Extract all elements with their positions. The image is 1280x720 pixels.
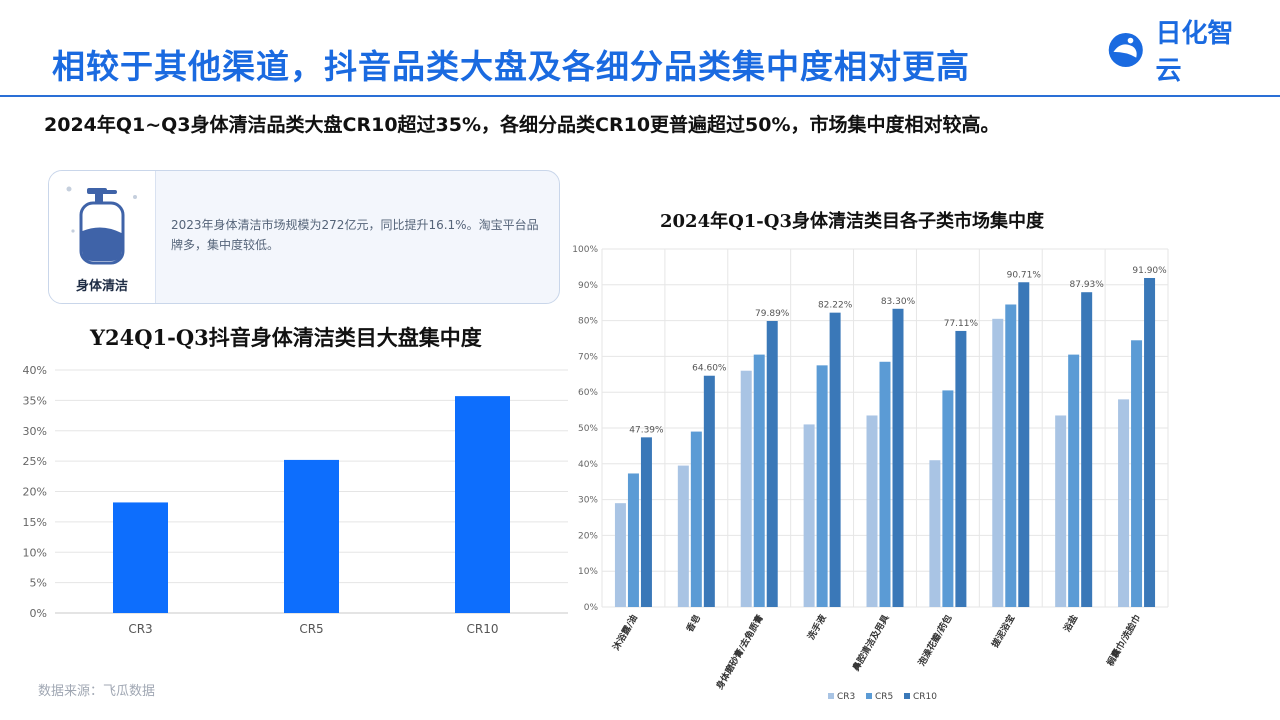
data-label: 47.39% bbox=[629, 425, 664, 435]
right-grouped-bar-chart: 0% 10% 20% 30% 40% 50% 60% 70% 80% 90% 100% 47.39% 沐… bbox=[572, 245, 1169, 702]
bar-cr3 bbox=[677, 465, 689, 607]
bar-cr10 bbox=[640, 437, 652, 607]
bar-cr10 bbox=[455, 396, 510, 613]
page-subtitle: 2024年Q1~Q3身体清洁品类大盘CR10超过35%，各细分品类CR10更普遍… bbox=[44, 114, 1000, 136]
y-tick-label: 30% bbox=[23, 425, 47, 438]
bar-cr10 bbox=[766, 320, 778, 607]
y-tick-label: 90% bbox=[578, 281, 598, 291]
card-icon-panel: 身体清洁 bbox=[49, 171, 156, 303]
bar-cr10 bbox=[1018, 282, 1030, 607]
data-label: 64.60% bbox=[692, 364, 727, 374]
bar-cr3 bbox=[614, 503, 626, 607]
bar-cr10 bbox=[1144, 277, 1156, 607]
data-label: 87.93% bbox=[1070, 280, 1105, 290]
x-tick-label: CR3 bbox=[128, 622, 152, 636]
y-tick-label: 70% bbox=[578, 352, 598, 362]
y-tick-label: 30% bbox=[578, 496, 598, 506]
legend-label-cr3: CR3 bbox=[837, 692, 855, 702]
bar-cr3 bbox=[866, 415, 878, 607]
bar-cr10 bbox=[829, 312, 841, 607]
right-chart-title: 2024年Q1-Q3身体清洁类目各子类市场集中度 bbox=[660, 211, 1044, 232]
x-tick-label: 洗手液 bbox=[805, 612, 829, 642]
bar-cr3 bbox=[113, 502, 168, 613]
y-tick-label: 0% bbox=[584, 603, 599, 613]
left-chart-title: Y24Q1-Q3抖音身体清洁类目大盘集中度 bbox=[90, 325, 482, 350]
y-tick-label: 10% bbox=[23, 546, 47, 559]
x-tick-label: 身体磨砂膏/去角质膏 bbox=[713, 613, 766, 692]
y-tick-label: 40% bbox=[23, 364, 47, 377]
y-tick-label: 40% bbox=[578, 460, 598, 470]
bar-cr3 bbox=[803, 424, 815, 607]
x-tick-label: CR5 bbox=[299, 622, 323, 636]
card-label: 身体清洁 bbox=[75, 279, 128, 294]
legend-swatch-cr3 bbox=[828, 693, 834, 699]
bar-cr5 bbox=[942, 390, 954, 607]
brand-logo-icon bbox=[1108, 32, 1143, 68]
data-label: 83.30% bbox=[881, 297, 916, 307]
x-tick-label: 榈囊巾/洗脸巾 bbox=[1104, 613, 1143, 669]
x-tick-label: 沐浴露/油 bbox=[610, 613, 640, 653]
brand-logo: 日化智云 bbox=[1104, 19, 1254, 86]
left-bar-chart: 0% 5% 10% 15% 20% 25% 30% 35% 40% CR3 CR5 CR10 bbox=[23, 364, 568, 636]
bar-cr3 bbox=[992, 318, 1004, 607]
y-tick-label: 50% bbox=[578, 424, 598, 434]
legend-label-cr10: CR10 bbox=[913, 692, 937, 702]
x-tick-label: 鼻腔清洁及用具 bbox=[850, 613, 892, 674]
info-card: 身体清洁 2023年身体清洁市场规模为272亿元，同比提升16.1%。淘宝平台品… bbox=[48, 170, 560, 304]
bar-cr3 bbox=[740, 370, 752, 607]
y-tick-label: 60% bbox=[578, 388, 598, 398]
page-title: 相较于其他渠道，抖音品类大盘及各细分品类集中度相对更高 bbox=[52, 47, 970, 86]
data-label: 90.71% bbox=[1007, 270, 1042, 280]
bar-cr10 bbox=[892, 308, 904, 607]
card-text: 2023年身体清洁市场规模为272亿元，同比提升16.1%。淘宝平台品牌多，集中… bbox=[171, 218, 539, 252]
bar-cr5 bbox=[627, 473, 639, 607]
bar-cr5 bbox=[753, 354, 765, 607]
bar-cr10 bbox=[703, 375, 715, 607]
legend-label-cr5: CR5 bbox=[875, 692, 893, 702]
y-tick-label: 25% bbox=[23, 455, 47, 468]
bar-cr5 bbox=[690, 431, 702, 607]
x-tick-label: 香皂 bbox=[683, 613, 703, 635]
bar-cr3 bbox=[929, 460, 941, 607]
brand-name: 日化智云 bbox=[1155, 19, 1234, 86]
bar-cr5 bbox=[1005, 304, 1017, 607]
data-source: 数据来源：飞瓜数据 bbox=[38, 684, 156, 699]
y-tick-label: 80% bbox=[578, 317, 598, 327]
bar-cr5 bbox=[1068, 354, 1080, 607]
y-tick-label: 100% bbox=[572, 245, 598, 255]
body-wash-bottle-icon bbox=[66, 186, 137, 265]
bar-cr5 bbox=[816, 365, 828, 607]
x-tick-label: CR10 bbox=[467, 622, 499, 636]
bar-cr5 bbox=[1131, 340, 1143, 607]
bar-cr3 bbox=[1118, 399, 1130, 607]
y-tick-label: 20% bbox=[23, 486, 47, 499]
bar-cr3 bbox=[1055, 415, 1067, 607]
data-label: 79.89% bbox=[755, 309, 790, 319]
y-tick-label: 5% bbox=[30, 577, 47, 590]
bar-cr5 bbox=[284, 459, 339, 613]
x-tick-label: 浴盐 bbox=[1061, 613, 1080, 635]
title-rule bbox=[0, 95, 1280, 97]
y-tick-label: 15% bbox=[23, 516, 47, 529]
bar-cr5 bbox=[879, 361, 891, 607]
data-label: 77.11% bbox=[944, 319, 979, 329]
legend-swatch-cr10 bbox=[904, 693, 910, 699]
y-tick-label: 0% bbox=[30, 607, 47, 620]
data-label: 82.22% bbox=[818, 301, 853, 311]
bar-cr10 bbox=[955, 330, 967, 607]
y-tick-label: 20% bbox=[578, 531, 598, 541]
y-tick-label: 10% bbox=[578, 567, 598, 577]
legend-swatch-cr5 bbox=[866, 693, 872, 699]
x-tick-label: 泡澡花瓣/药包 bbox=[915, 613, 954, 669]
y-tick-label: 35% bbox=[23, 394, 47, 407]
x-tick-label: 搓泥浴宝 bbox=[989, 613, 1017, 650]
data-label: 91.90% bbox=[1132, 266, 1167, 276]
bar-cr10 bbox=[1081, 292, 1093, 607]
